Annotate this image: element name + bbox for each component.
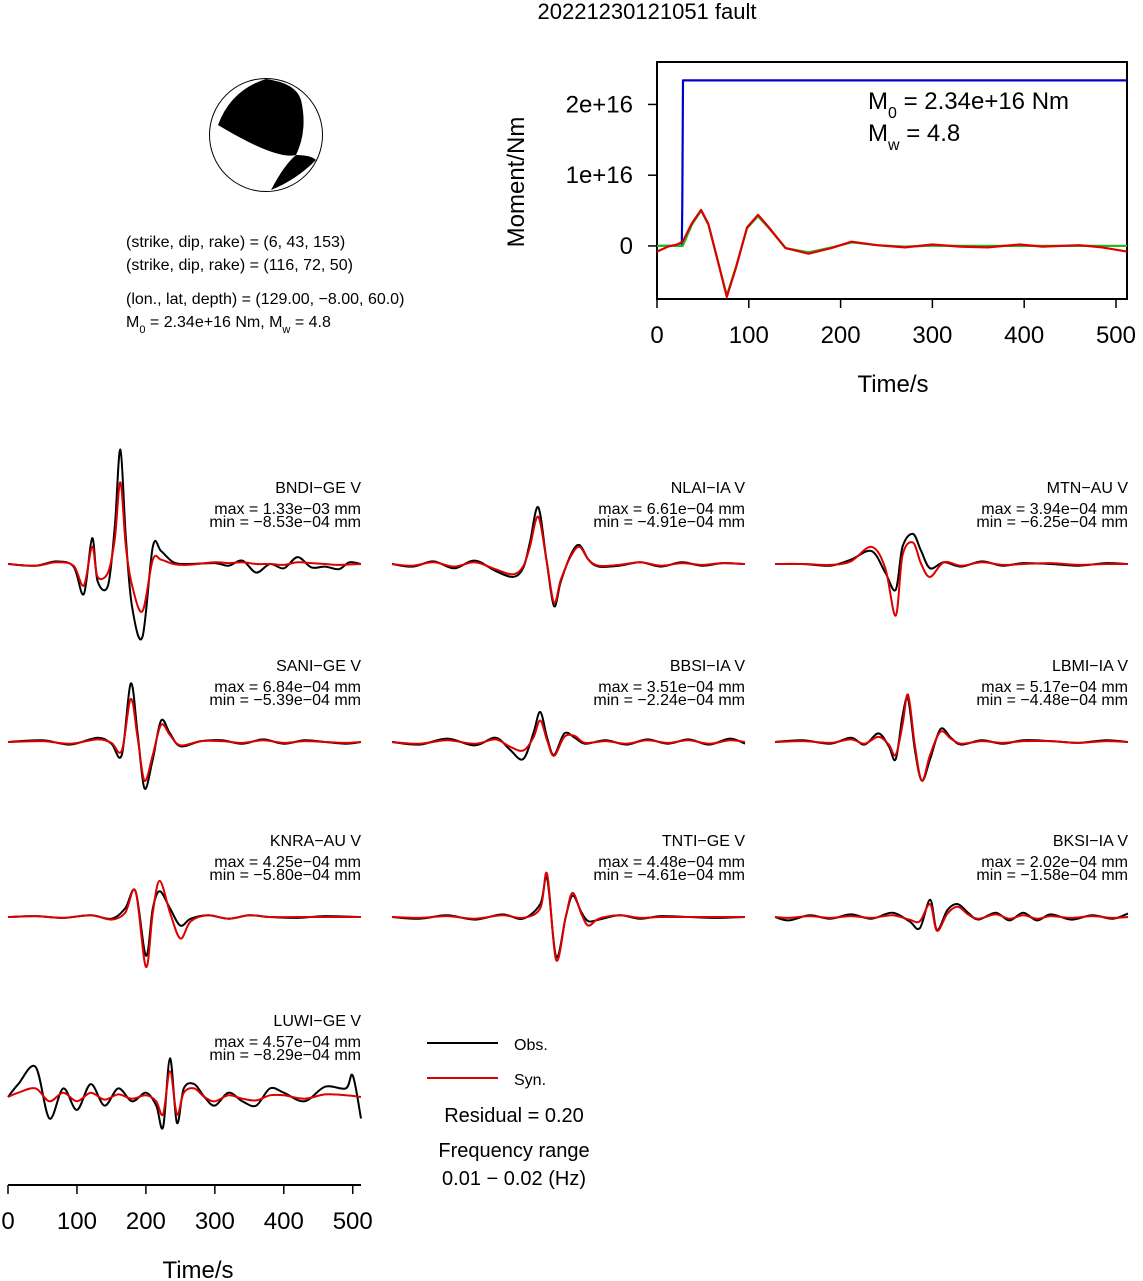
station-label: MTN−AU V: [1047, 480, 1129, 497]
location-text: (lon., lat, depth) = (129.00, −8.00, 60.…: [126, 291, 404, 308]
max-amplitude-label: max = 4.48e−04 mm: [598, 854, 745, 871]
synthetic-trace: [7, 879, 361, 968]
synthetic-trace: [774, 693, 1129, 782]
waveform-xtick-label: 500: [333, 1208, 373, 1235]
station-label: BNDI−GE V: [275, 480, 361, 497]
moment-ytick-label: 0: [620, 233, 633, 260]
residual-text: Residual = 0.20: [444, 1105, 584, 1127]
waveform-xtick-label: 100: [57, 1208, 97, 1235]
synthetic-trace: [7, 1070, 362, 1117]
moment-chart: Moment/Nm Time/s M0 = 2.34e+16 Nm Mw = 4…: [503, 61, 1136, 398]
synthetic-trace: [391, 719, 746, 757]
station-label: BBSI−IA V: [670, 658, 745, 675]
synthetic-trace: [7, 697, 362, 782]
max-amplitude-label: max = 6.61e−04 mm: [598, 501, 745, 518]
moment-ylabel: Moment/Nm: [503, 117, 530, 248]
moment-xlabel: Time/s: [857, 371, 928, 398]
moment-text: M0 = 2.34e+16 Nm, Mw = 4.8: [126, 314, 331, 336]
station-label: KNRA−AU V: [270, 833, 361, 850]
synthetic-trace: [391, 871, 745, 962]
min-amplitude-label: min = −2.24e−04 mm: [593, 692, 745, 709]
moment-m0-annotation: M0 = 2.34e+16 Nm: [868, 88, 1069, 122]
min-amplitude-label: min = −4.91e−04 mm: [593, 514, 745, 531]
observed-trace: [774, 898, 1129, 931]
min-amplitude-label: min = −8.29e−04 mm: [209, 1047, 361, 1064]
synthetic-trace: [391, 515, 746, 604]
moment-xtick-label: 100: [729, 322, 769, 349]
synthetic-trace: [774, 541, 1129, 617]
max-amplitude-label: max = 5.17e−04 mm: [981, 679, 1128, 696]
moment-xtick-label: 400: [1004, 322, 1044, 349]
moment-rate-green-line: [657, 209, 1127, 297]
waveform-xtick-label: 400: [264, 1208, 304, 1235]
max-amplitude-label: max = 4.25e−04 mm: [214, 854, 361, 871]
waveform-xlabel: Time/s: [162, 1257, 233, 1281]
station-label: SANI−GE V: [276, 658, 361, 675]
observed-trace: [7, 448, 362, 641]
waveform-xtick-label: 200: [126, 1208, 166, 1235]
station-label: LBMI−IA V: [1052, 658, 1128, 675]
max-amplitude-label: max = 1.33e−03 mm: [214, 501, 361, 518]
max-amplitude-label: max = 2.02e−04 mm: [981, 854, 1128, 871]
max-amplitude-label: max = 6.84e−04 mm: [214, 679, 361, 696]
waveform-xtick-label: 300: [195, 1208, 235, 1235]
frequency-range-title: Frequency range: [438, 1140, 589, 1162]
max-amplitude-label: max = 4.57e−04 mm: [214, 1034, 361, 1051]
station-label: TNTI−GE V: [662, 833, 745, 850]
plane2-text: (strike, dip, rake) = (116, 72, 50): [126, 257, 353, 274]
plane1-text: (strike, dip, rake) = (6, 43, 153): [126, 234, 345, 251]
min-amplitude-label: min = −1.58e−04 mm: [976, 867, 1128, 884]
waveform-time-axis: Time/s 0 100 200 300 400 500: [1, 1184, 373, 1281]
moment-xtick-label: 0: [650, 322, 663, 349]
min-amplitude-label: min = −6.25e−04 mm: [976, 514, 1128, 531]
min-amplitude-label: min = −5.39e−04 mm: [209, 692, 361, 709]
moment-rate-red-line: [656, 208, 1128, 298]
waveform-xtick-label: 0: [1, 1208, 14, 1235]
station-label: BKSI−IA V: [1053, 833, 1128, 850]
station-label: LUWI−GE V: [273, 1013, 361, 1030]
min-amplitude-label: min = −4.48e−04 mm: [976, 692, 1128, 709]
moment-xtick-label: 200: [821, 322, 861, 349]
min-amplitude-label: min = −8.53e−04 mm: [209, 514, 361, 531]
moment-mw-annotation: Mw = 4.8: [868, 120, 960, 154]
station-label: NLAI−IA V: [671, 480, 746, 497]
synthetic-trace: [7, 481, 362, 613]
moment-ytick-label: 1e+16: [566, 162, 633, 189]
moment-ytick-label: 2e+16: [566, 91, 633, 118]
beachball: [209, 78, 323, 192]
observed-trace: [7, 888, 362, 957]
max-amplitude-label: max = 3.94e−04 mm: [981, 501, 1128, 518]
moment-plot-frame: [656, 61, 1128, 300]
mechanism-info: (strike, dip, rake) = (6, 43, 153) (stri…: [126, 234, 404, 336]
legend-syn-label: Syn.: [514, 1072, 546, 1089]
moment-xtick-label: 500: [1096, 322, 1136, 349]
min-amplitude-label: min = −4.61e−04 mm: [593, 867, 745, 884]
synthetic-trace: [774, 903, 1129, 932]
frequency-range-value: 0.01 − 0.02 (Hz): [442, 1168, 586, 1190]
max-amplitude-label: max = 3.51e−04 mm: [598, 679, 745, 696]
observed-trace: [7, 1057, 362, 1130]
min-amplitude-label: min = −5.80e−04 mm: [209, 867, 361, 884]
figure-title: 20221230121051 fault: [538, 0, 757, 24]
moment-xtick-label: 300: [912, 322, 952, 349]
legend-obs-label: Obs.: [514, 1037, 548, 1054]
legend: Obs. Syn. Residual = 0.20 Frequency rang…: [427, 1037, 590, 1190]
